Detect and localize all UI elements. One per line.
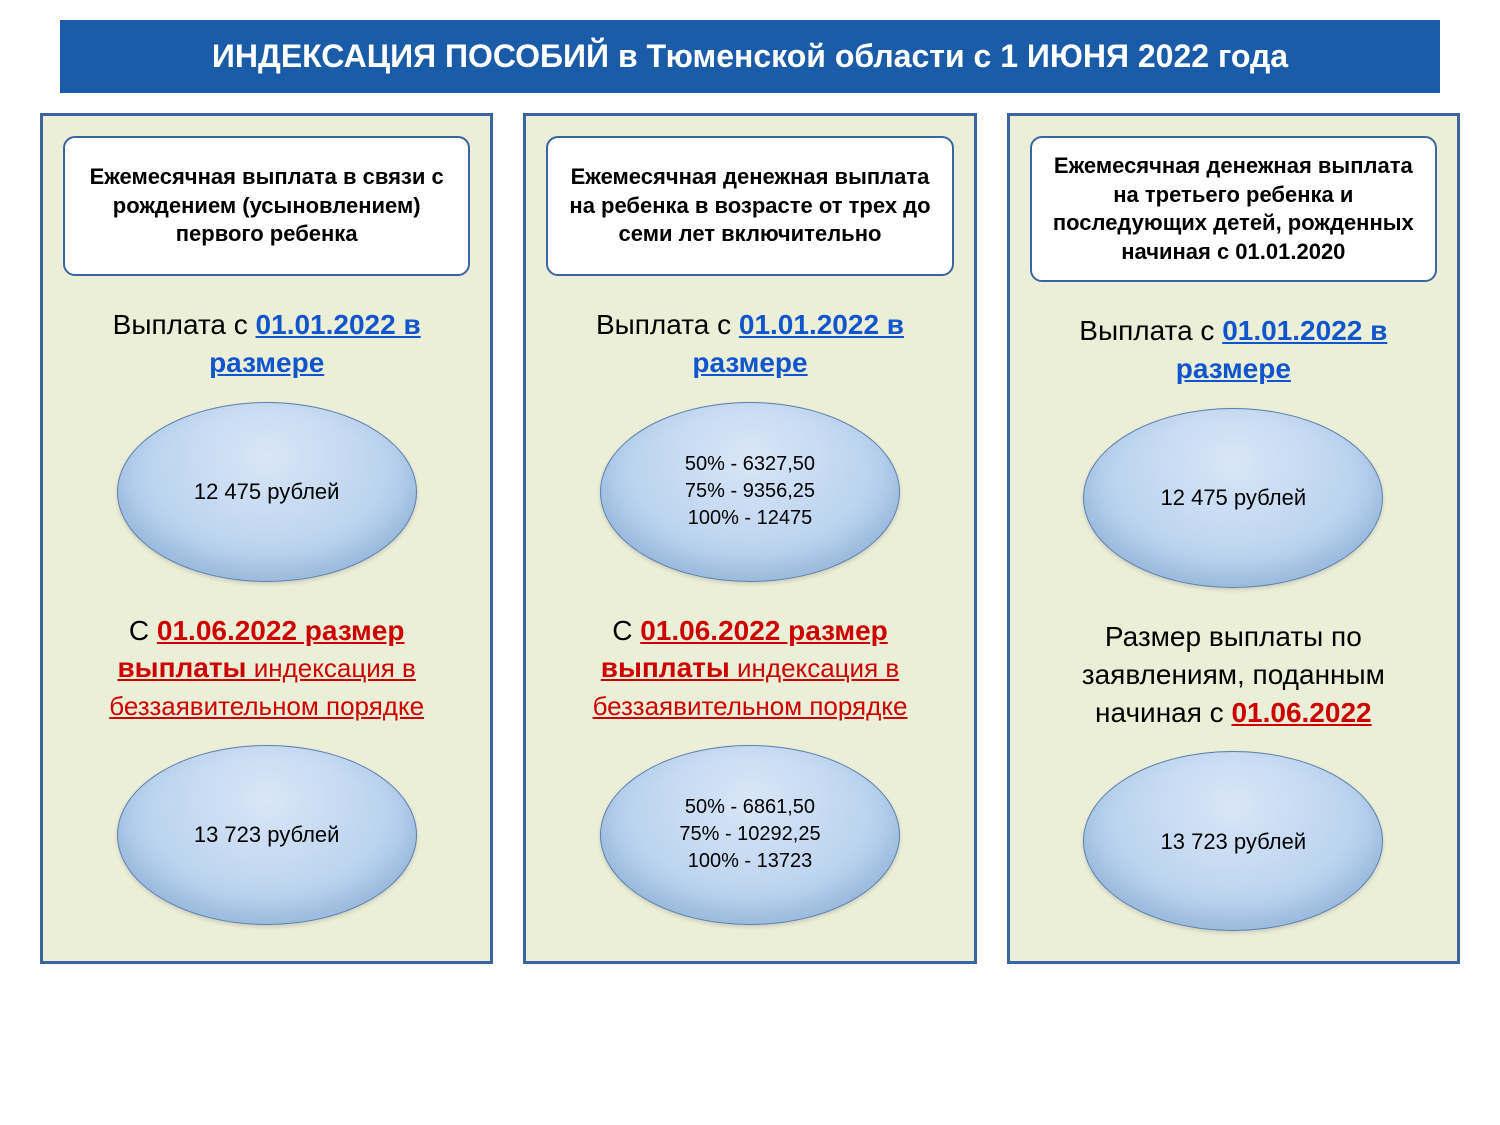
col2-heading: Ежемесячная денежная выплата на ребенка … — [546, 136, 953, 276]
col2-oval1-line1: 50% - 6327,50 — [685, 451, 815, 478]
col2-oval2-line1: 50% - 6861,50 — [679, 794, 820, 821]
col1-oval-before: 12 475 рублей — [117, 402, 417, 582]
page-title: ИНДЕКСАЦИЯ ПОСОБИЙ в Тюменской области с… — [60, 20, 1440, 93]
col3-heading: Ежемесячная денежная выплата на третьего… — [1030, 136, 1437, 282]
col2-oval-before: 50% - 6327,50 75% - 9356,25 100% - 12475 — [600, 402, 900, 582]
col2-label2-prefix: С — [612, 615, 640, 646]
column-2: Ежемесячная денежная выплата на ребенка … — [523, 113, 976, 964]
col3-oval-before: 12 475 рублей — [1083, 408, 1383, 588]
col1-label-before: Выплата с 01.01.2022 в размере — [67, 306, 466, 382]
col2-label-after: С 01.06.2022 размер выплаты индексация в… — [550, 612, 949, 725]
col3-label-after: Размер выплаты по заявлениям, поданным н… — [1034, 618, 1433, 731]
col1-heading: Ежемесячная выплата в связи с рождением … — [63, 136, 470, 276]
column-1: Ежемесячная выплата в связи с рождением … — [40, 113, 493, 964]
col1-label1-prefix: Выплата с — [113, 309, 256, 340]
col3-oval-after: 13 723 рублей — [1083, 751, 1383, 931]
column-3: Ежемесячная денежная выплата на третьего… — [1007, 113, 1460, 964]
col2-label-before: Выплата с 01.01.2022 в размере — [550, 306, 949, 382]
col2-oval1-line3: 100% - 12475 — [685, 505, 815, 532]
col2-oval-after: 50% - 6861,50 75% - 10292,25 100% - 1372… — [600, 745, 900, 925]
col2-oval1-line2: 75% - 9356,25 — [685, 478, 815, 505]
col3-label-before: Выплата с 01.01.2022 в размере — [1034, 312, 1433, 388]
col1-label2-prefix: С — [129, 615, 157, 646]
col3-label1-prefix: Выплата с — [1079, 315, 1222, 346]
col2-label1-prefix: Выплата с — [596, 309, 739, 340]
col3-label2-red: 01.06.2022 — [1231, 697, 1371, 728]
col1-oval-after: 13 723 рублей — [117, 745, 417, 925]
col2-oval2-line3: 100% - 13723 — [679, 848, 820, 875]
col2-oval2-line2: 75% - 10292,25 — [679, 821, 820, 848]
col1-label-after: С 01.06.2022 размер выплаты индексация в… — [67, 612, 466, 725]
columns-container: Ежемесячная выплата в связи с рождением … — [40, 113, 1460, 964]
